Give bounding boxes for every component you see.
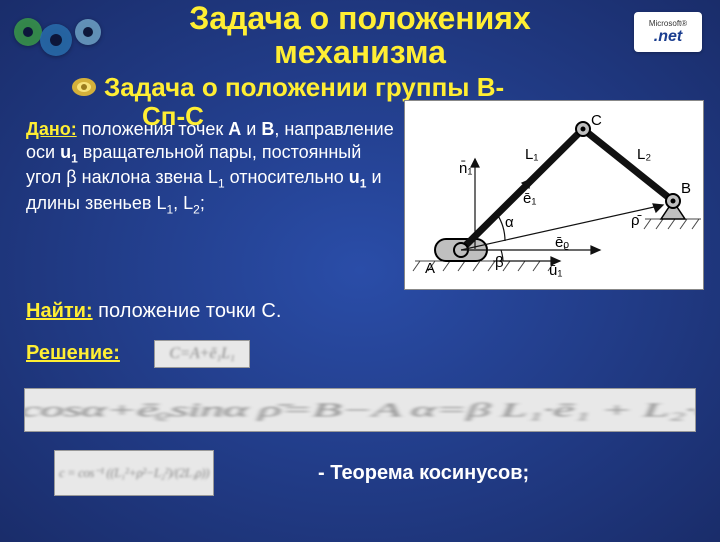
formula-1-content: C=A+ē₁L₁ [169,345,234,363]
corner-decoration [10,10,120,65]
given-block: Дано: положения точек A и B, направление… [26,118,396,217]
u1-sym: u [60,142,71,162]
formula-wide: ē₁=n̄₁cosα+ēᵨsinα ρ̄=B−A α=β L₁·ē₁ + L₂·… [24,388,696,432]
diagram-L1: L₁ [525,146,538,163]
find-label: Найти: [26,300,93,322]
diagram-beta: β [495,254,504,271]
find-text: положение точки C. [93,300,282,322]
diagram-C: C [591,112,602,129]
diagram-A: A [425,260,435,277]
formula-small-2: c = cos⁻¹ ((L₁²+ρ²−L₂²)/(2L₁ρ)) [54,450,214,496]
formula-wide-content: ē₁=n̄₁cosα+ēᵨsinα ρ̄=B−A α=β L₁·ē₁ + L₂·… [24,398,696,421]
given-and: и [241,119,261,139]
mechanism-diagram: A B C L₁ L₂ n̄₁ ē₁ ēᵨ ū₁ ρ̄ α β [404,100,704,290]
diagram-u1: ū₁ [549,262,562,279]
theorem-label: - Теорема косинусов; [318,462,529,485]
bullet-icon [70,75,98,97]
subtitle-line-1: Задача о положении группы В- [104,72,504,102]
diagram-ep: ēᵨ [555,234,569,251]
given-r3: относительно [225,167,349,187]
given-label: Дано: [26,119,77,139]
point-A: A [228,119,241,139]
find-block: Найти: положение точки C. [26,300,281,323]
point-B: B [261,119,274,139]
diagram-rho: ρ̄ [631,212,642,229]
solution-label: Решение: [26,342,120,364]
given-pre: положения точек [77,119,229,139]
net-logo: Microsoft® .net [634,12,702,52]
diagram-alpha: α [505,214,514,231]
diagram-B: B [681,180,691,197]
net-logo-brand: .net [654,28,682,46]
u1-sym-2: u [349,167,360,187]
diagram-L2: L₂ [637,146,651,163]
diagram-e1: ē₁ [523,190,536,207]
formula-small-1: C=A+ē₁L₁ [154,340,250,368]
diagram-n1: n̄₁ [459,160,472,177]
formula-2-content: c = cos⁻¹ ((L₁²+ρ²−L₂²)/(2L₁ρ)) [59,465,209,481]
net-logo-top: Microsoft® [649,19,687,28]
given-r6: ; [200,193,205,213]
solution-block: Решение: [26,342,120,365]
given-r5: , L [173,193,193,213]
